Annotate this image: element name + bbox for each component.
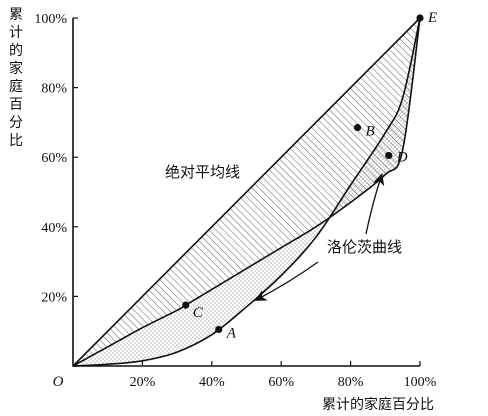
x-tick-label: 60% [268, 375, 294, 390]
series-line-equality [72, 17, 421, 367]
arrow-to-lorenz-lower [254, 261, 319, 301]
series-line-curve-cde [72, 17, 421, 367]
equality-line-label: 绝对平均线 [165, 163, 240, 181]
point-e [416, 14, 424, 22]
point-c [182, 301, 190, 309]
y-tick-label: 80% [41, 82, 67, 97]
y-tick-label: 100% [34, 12, 67, 27]
point-b [353, 124, 362, 132]
y-tick-label: 20% [41, 290, 67, 305]
y-tick-label: 60% [41, 151, 67, 166]
y-tick-label: 40% [41, 221, 67, 236]
origin-label: O [53, 374, 64, 390]
point-label-d: D [396, 149, 408, 165]
point-d [385, 151, 393, 160]
point-label-b: B [366, 124, 375, 140]
point-a [215, 325, 223, 334]
dotted-area-between-curves [73, 18, 420, 366]
y-axis-label: 累计的家庭百分比 [9, 7, 23, 149]
series-line-lorenz-curve [72, 17, 421, 367]
x-tick-label: 40% [199, 375, 225, 390]
arrow-to-lorenz-upper [365, 173, 385, 235]
point-label-a: A [226, 325, 237, 341]
x-tick-label: 100% [404, 375, 437, 390]
axes-frame [72, 18, 420, 367]
point-label-e: E [427, 10, 437, 26]
x-tick-label: 80% [338, 375, 364, 390]
x-tick-label: 20% [130, 375, 156, 390]
point-label-c: C [193, 305, 204, 321]
x-axis-label: 累计的家庭百分比 [322, 397, 434, 413]
lorenz-curve-label: 洛伦茨曲线 [327, 238, 402, 256]
